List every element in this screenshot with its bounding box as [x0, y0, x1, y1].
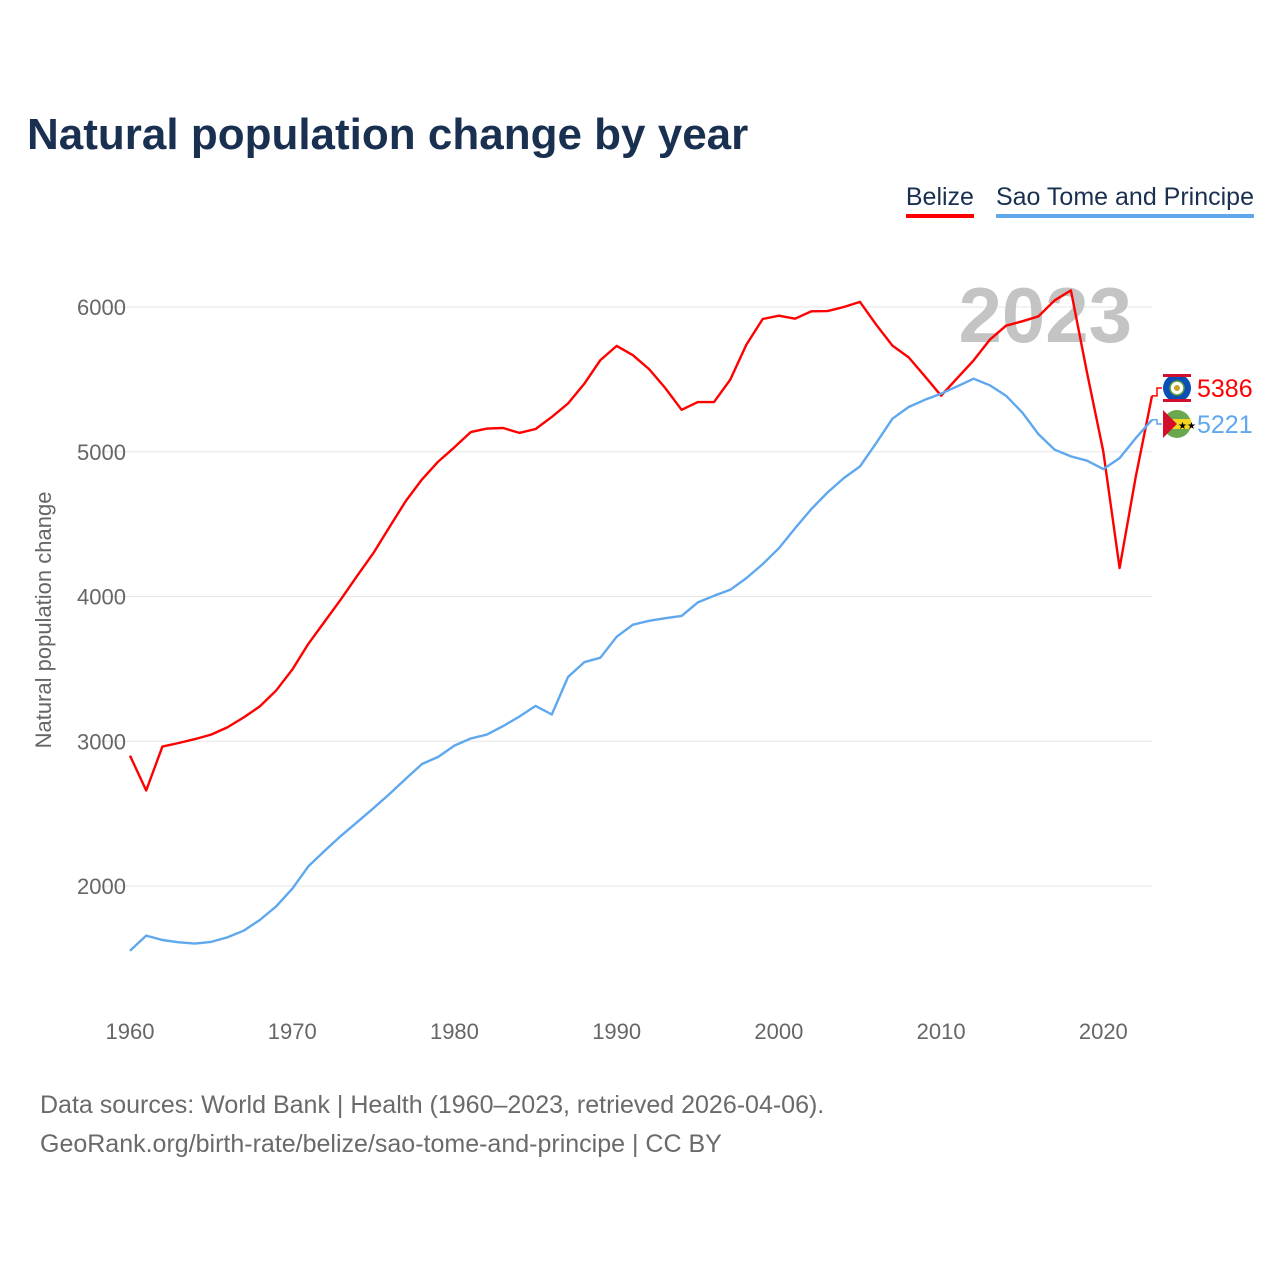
footer: Data sources: World Bank | Health (1960–… [40, 1086, 824, 1164]
x-tick-label: 2020 [1079, 1019, 1128, 1044]
flag-emblem [1174, 385, 1180, 391]
y-axis-label: Natural population change [31, 492, 56, 749]
flag-sao-tome-icon: ★★ [1163, 410, 1196, 438]
y-tick-label: 4000 [77, 585, 126, 610]
chart-title: Natural population change by year [27, 110, 749, 159]
series-line-sao-tome [129, 377, 1153, 952]
legend-item-sao-tome[interactable]: Sao Tome and Principe [995, 183, 1254, 218]
legend: Belize Sao Tome and Principe [905, 183, 1254, 218]
end-connector [1152, 387, 1162, 397]
x-tick-label: 1960 [106, 1019, 155, 1044]
x-tick-label: 1970 [268, 1019, 317, 1044]
flag-belize-icon [1163, 374, 1191, 402]
legend-item-belize[interactable]: Belize [905, 183, 974, 218]
x-tick-label: 1980 [430, 1019, 479, 1044]
y-tick-label: 2000 [77, 874, 126, 899]
end-value-label: 5386 [1197, 375, 1253, 403]
y-tick-label: 5000 [77, 440, 126, 465]
y-tick-label: 6000 [77, 295, 126, 320]
x-tick-label: 2010 [917, 1019, 966, 1044]
data-source: Data sources: World Bank | Health (1960–… [40, 1091, 825, 1119]
end-connector [1152, 419, 1162, 425]
flag-stripe [1163, 399, 1191, 402]
flag-stars: ★★ [1178, 421, 1196, 432]
end-value-label: 5221 [1197, 411, 1253, 439]
y-tick-label: 3000 [77, 729, 126, 754]
source-link[interactable]: GeoRank.org/birth-rate/belize/sao-tome-a… [40, 1130, 722, 1158]
flag-triangle [1163, 410, 1177, 438]
series-line-belize [128, 289, 1154, 792]
x-tick-label: 1990 [592, 1019, 641, 1044]
x-tick-label: 2000 [754, 1019, 803, 1044]
flag-stripe [1163, 374, 1191, 377]
